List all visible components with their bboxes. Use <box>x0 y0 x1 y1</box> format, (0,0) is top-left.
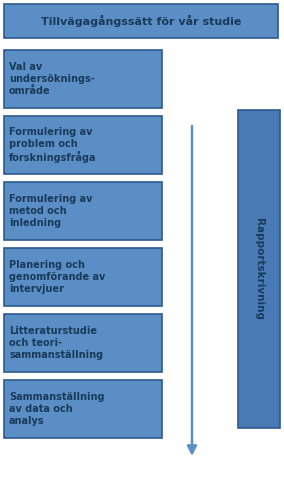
FancyBboxPatch shape <box>4 50 162 108</box>
Text: Sammanställning
av data och
analys: Sammanställning av data och analys <box>9 392 105 426</box>
FancyBboxPatch shape <box>4 182 162 240</box>
Text: Rapportskrivning: Rapportskrivning <box>254 218 264 320</box>
Text: Formulering av
metod och
inledning: Formulering av metod och inledning <box>9 194 93 228</box>
Text: Planering och
genomförande av
intervjuer: Planering och genomförande av intervjuer <box>9 260 105 294</box>
FancyBboxPatch shape <box>4 314 162 372</box>
FancyBboxPatch shape <box>4 380 162 438</box>
Text: Formulering av
problem och
forskningsfråga: Formulering av problem och forskningsfrå… <box>9 127 97 163</box>
Text: Val av
undersöknings-
område: Val av undersöknings- område <box>9 62 95 96</box>
FancyBboxPatch shape <box>4 248 162 306</box>
FancyBboxPatch shape <box>4 116 162 174</box>
FancyBboxPatch shape <box>238 110 280 428</box>
Text: Tillvägagångssätt för vår studie: Tillvägagångssätt för vår studie <box>41 15 241 27</box>
FancyBboxPatch shape <box>4 4 278 38</box>
Text: Litteraturstudie
och teori-
sammanställning: Litteraturstudie och teori- sammanställn… <box>9 326 103 360</box>
